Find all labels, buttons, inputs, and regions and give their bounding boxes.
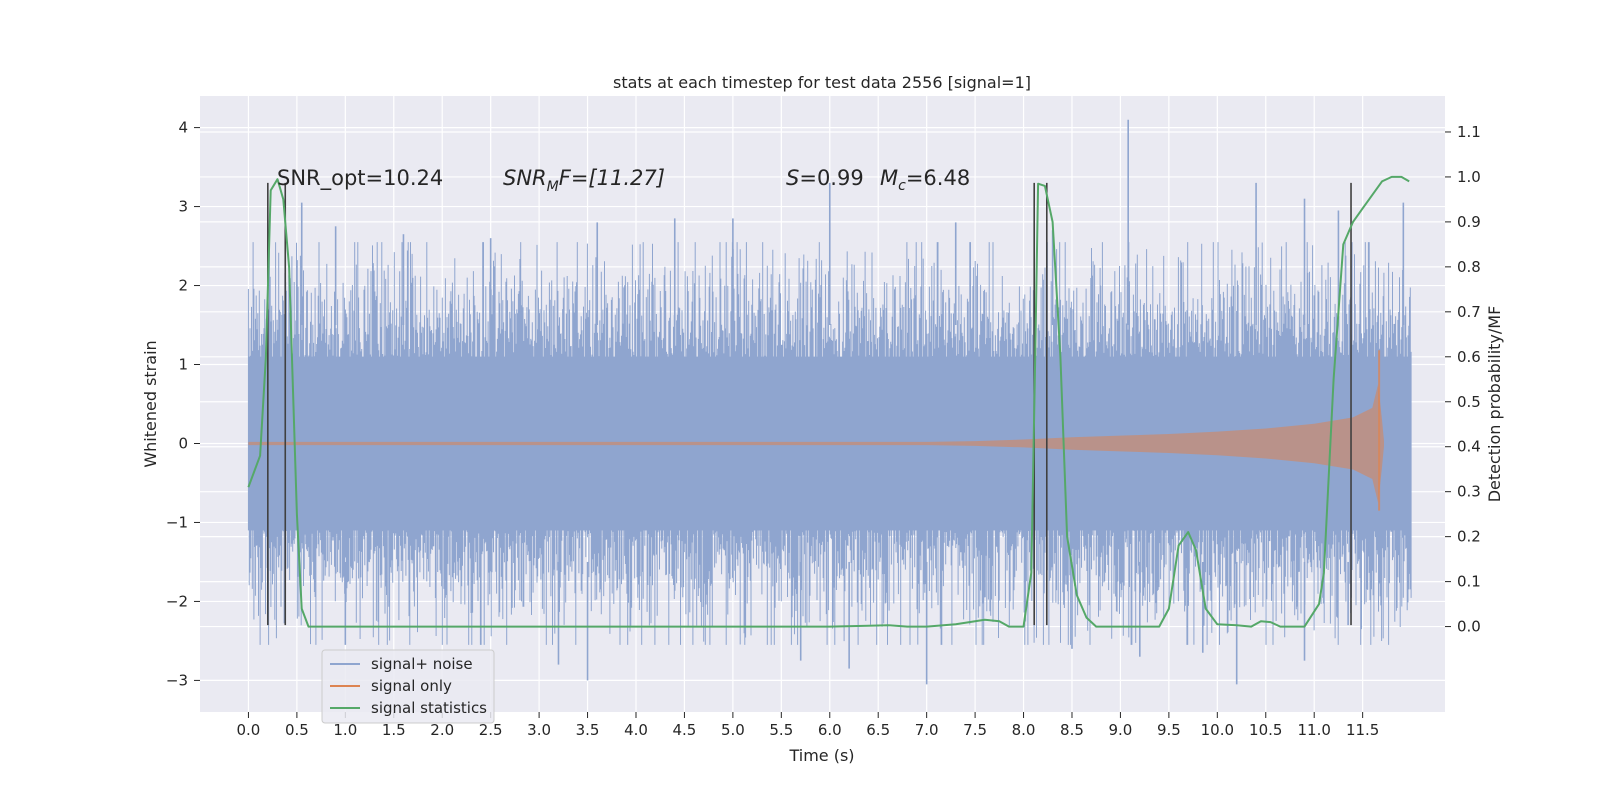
snr-mf-annotation: SNRMF=[11.27]: [503, 166, 665, 195]
s-main: S: [786, 166, 799, 190]
legend-label-signal-statistics: signal statistics: [371, 699, 487, 717]
x-axis-label: Time (s): [788, 746, 854, 765]
chart-title: stats at each timestep for test data 255…: [613, 73, 1031, 92]
x-tick-label: 2.0: [430, 721, 454, 739]
right-y-tick-label: 0.6: [1457, 348, 1481, 366]
legend-label-signal-only: signal only: [371, 677, 452, 695]
mc-tail: =6.48: [906, 166, 970, 190]
signal-statistics-line: [247, 175, 1410, 628]
legend-box: [321, 649, 495, 724]
left-y-tick-label: −2: [166, 592, 188, 610]
legend: signal+ noise signal only signal statist…: [321, 649, 495, 724]
x-tick-label: 3.5: [576, 721, 600, 739]
left-y-tick-label: 4: [178, 119, 188, 137]
snr-mf-tail: F=[11.27]: [559, 166, 665, 190]
x-tick-label: 9.0: [1108, 721, 1132, 739]
left-y-tick-label: −1: [166, 513, 188, 531]
x-tick-label: 10.0: [1201, 721, 1234, 739]
x-tick-label: 9.5: [1157, 721, 1181, 739]
left-y-tick-label: −3: [166, 671, 188, 689]
x-tick-label: 1.0: [333, 721, 357, 739]
x-tick-label: 6.5: [866, 721, 890, 739]
right-y-tick-label: 0.4: [1457, 438, 1481, 456]
x-tick-label: 7.5: [963, 721, 987, 739]
mc-annotation: Mc=6.48: [880, 166, 970, 194]
x-tick-label: 3.0: [527, 721, 551, 739]
x-tick-label: 5.0: [721, 721, 745, 739]
legend-label-signal-noise: signal+ noise: [371, 655, 473, 673]
left-y-tick-label: 3: [178, 198, 188, 216]
snr-mf-subscript: M: [547, 179, 559, 195]
x-tick-label: 2.5: [479, 721, 503, 739]
right-y-tick-label: 0.0: [1457, 618, 1481, 636]
x-tick-label: 10.5: [1249, 721, 1282, 739]
right-y-tick-label: 0.3: [1457, 483, 1481, 501]
x-tick-label: 8.0: [1012, 721, 1036, 739]
x-tick-label: 0.5: [285, 721, 309, 739]
x-tick-label: 11.0: [1297, 721, 1330, 739]
x-tick-label: 1.5: [382, 721, 406, 739]
right-y-tick-label: 0.5: [1457, 393, 1481, 411]
signal-only-envelope: [248, 384, 1384, 503]
x-tick-label: 8.5: [1060, 721, 1084, 739]
right-y-tick-label: 1.0: [1457, 168, 1481, 186]
s-annotation: S=0.99: [786, 166, 864, 190]
mc-main: M: [880, 166, 898, 190]
signal-statistics-series: [247, 175, 1410, 628]
x-tick-label: 5.5: [769, 721, 793, 739]
left-y-tick-label: 2: [178, 277, 188, 295]
x-tick-label: 11.5: [1346, 721, 1379, 739]
left-y-axis-ticks: −3 −2 −1 0 1 2 3 4: [166, 119, 200, 689]
left-y-axis-label: Whitened strain: [141, 340, 160, 467]
x-tick-label: 4.5: [673, 721, 697, 739]
s-tail: =0.99: [799, 166, 863, 190]
right-y-tick-label: 0.8: [1457, 258, 1481, 276]
mc-subscript: c: [898, 178, 906, 194]
right-y-tick-label: 0.2: [1457, 528, 1481, 546]
left-y-tick-label: 0: [178, 434, 188, 452]
right-y-tick-label: 0.1: [1457, 573, 1481, 591]
left-y-tick-label: 1: [178, 356, 188, 374]
signal-only-series: [248, 350, 1384, 511]
snr-mf-main: SNR: [503, 166, 547, 190]
x-tick-label: 6.0: [818, 721, 842, 739]
right-y-axis-label: Detection probability/MF: [1485, 306, 1504, 503]
right-y-tick-label: 0.9: [1457, 213, 1481, 231]
x-axis-ticks: 0.0 0.5 1.0 1.5 2.0 2.5 3.0 3.5 4.0 4.5 5.0 5.5 6.0 6…: [237, 712, 1379, 739]
right-y-tick-label: 0.7: [1457, 303, 1481, 321]
x-tick-label: 4.0: [624, 721, 648, 739]
right-y-tick-label: 1.1: [1457, 123, 1481, 141]
x-tick-label: 0.0: [237, 721, 261, 739]
x-tick-label: 7.0: [915, 721, 939, 739]
right-y-axis-ticks: 0.0 0.1 0.2 0.3 0.4 0.5 0.6 0.7 0.8 0.9 1.0 1.1: [1445, 123, 1481, 636]
snr-opt-annotation: SNR_opt=10.24: [277, 166, 443, 191]
